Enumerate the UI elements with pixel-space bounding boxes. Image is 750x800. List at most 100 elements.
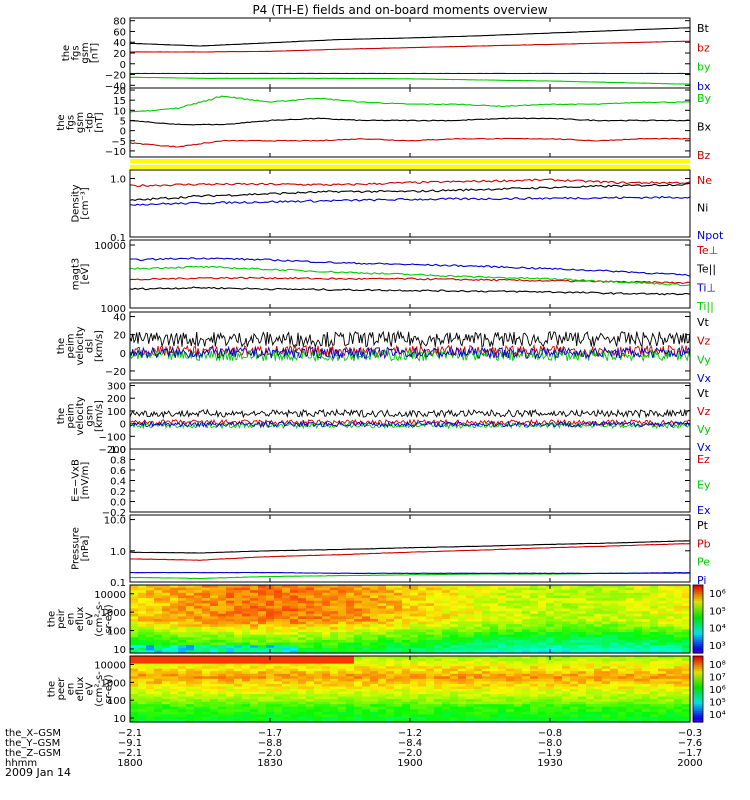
y-tick-label: 0.1 — [110, 233, 126, 244]
x-row-label: hhmm — [5, 758, 37, 769]
colorbar-tick-label: 10⁸ — [709, 660, 726, 671]
colorbar-tick-label: 10⁵ — [709, 698, 726, 709]
y-tick-label: 10 — [113, 714, 126, 725]
y-axis-label-line: [cm⁻³] — [80, 187, 91, 219]
y-axis-label-line: the — [47, 681, 58, 697]
x-axis-annotation: the_X–GSM −2.1 −1.7 −1.2 −0.8 −0.3 the_Y–GSM −9… — [5, 728, 703, 769]
legend-entry: Ti⊥ — [696, 281, 716, 294]
y-tick-label: 10000 — [94, 661, 126, 672]
x-row-value: 2000 — [677, 758, 702, 769]
series-group — [130, 540, 690, 580]
legend-entry: Pe — [697, 556, 710, 569]
y-tick-label: 200 — [107, 394, 126, 405]
x-row-value: −7.6 — [678, 738, 702, 749]
legend-entry: Bt — [697, 22, 710, 35]
y-tick-label: 40 — [113, 313, 126, 324]
y-tick-label: 10000 — [94, 590, 126, 601]
y-tick-label: 10 — [113, 106, 126, 117]
x-row-label: the_Z–GSM — [5, 748, 61, 759]
series-line-vx — [130, 345, 690, 360]
series-group — [130, 27, 690, 85]
status-bar-yellow-1 — [130, 159, 690, 163]
y-tick-label: 1000 — [101, 608, 126, 619]
y-axis-label-line: velocity — [75, 326, 86, 365]
y-axis-label-line: the — [47, 611, 58, 627]
x-row-label: the_Y–GSM — [5, 738, 60, 749]
status-bars — [130, 159, 690, 169]
y-axis-label-line: (cm²-s- — [94, 671, 105, 707]
legend-entry: Ne — [697, 174, 712, 187]
y-tick-label: −200 — [99, 445, 126, 456]
status-bar-yellow-2 — [130, 165, 690, 169]
series-line-te — [130, 276, 690, 284]
y-tick-label: 0.2 — [110, 487, 126, 498]
y-tick-label: −10 — [105, 147, 126, 158]
y-axis-label-line: [mV/m] — [80, 462, 91, 500]
y-tick-label: 0.4 — [110, 477, 126, 488]
y-axis-label-line: (cm²-s- — [94, 601, 105, 637]
legend-entry: Npot — [697, 229, 724, 242]
y-tick-label: 0 — [120, 60, 126, 71]
legend-entry: Pb — [697, 537, 711, 550]
y-axis-label-line: E=−VxB — [70, 459, 81, 502]
series-line-vx — [130, 420, 690, 429]
y-axis-label-line: eflux — [75, 677, 86, 702]
panel-frame — [129, 514, 691, 583]
colorbar-tick-label: 10³ — [709, 641, 726, 652]
y-axis-label-line: eV — [85, 682, 96, 695]
colorbar-tick-label: 10⁵ — [709, 606, 726, 617]
y-axis-label-line: sr-eV) — [104, 604, 115, 633]
y-tick-label: 5 — [120, 116, 126, 127]
colorbar-tick-label: 10⁴ — [709, 624, 726, 635]
y-axis-label-line: [nPa] — [80, 535, 91, 561]
x-row-value: −8.8 — [258, 738, 282, 749]
panel-frame — [129, 311, 691, 381]
series-group — [130, 257, 690, 296]
x-row-value: −2.0 — [258, 748, 282, 759]
series-line-vz — [130, 343, 690, 358]
y-tick-label: 0.8 — [110, 456, 126, 467]
y-axis-label-line: magt3 — [70, 258, 81, 291]
legend-entry: Ti|| — [696, 300, 714, 313]
y-axis-label: E=−VxB[mV/m] — [70, 459, 91, 502]
y-tick-label: −0.2 — [102, 508, 126, 519]
y-tick-label: 1000 — [101, 304, 126, 315]
y-tick-label: 20 — [113, 331, 126, 342]
panel-frame — [129, 239, 691, 309]
y-tick-label: −5 — [111, 137, 126, 148]
series-line-pi — [130, 571, 690, 574]
x-row-value: 1830 — [257, 758, 282, 769]
legend-entry: Vt — [697, 387, 710, 400]
legend-entry: Vz — [697, 405, 711, 418]
y-axis-label-line: peim — [66, 403, 77, 428]
colorbar-tick-label: 10⁶ — [709, 685, 726, 696]
y-axis-label-line: the — [56, 114, 67, 130]
y-tick-label: 300 — [107, 382, 126, 393]
x-row-value: −2.1 — [118, 748, 142, 759]
y-axis-label-line: [eV] — [80, 264, 91, 285]
y-tick-label: 0.6 — [110, 466, 126, 477]
y-tick-label: 100 — [107, 407, 126, 418]
legend-entry: Ex — [697, 504, 711, 517]
y-axis-label-line: gsm — [80, 42, 91, 63]
y-axis-label-line: [km/s] — [94, 400, 105, 432]
y-axis-label-line: peer — [56, 677, 67, 701]
y-axis-label-line: the — [56, 338, 67, 354]
series-line-ne — [130, 178, 690, 188]
x-row-value: −0.3 — [678, 728, 702, 739]
series-group — [130, 178, 690, 206]
series-line-bx — [130, 117, 690, 126]
y-tick-label: 10 — [113, 645, 126, 656]
legend-entry: by — [697, 61, 711, 74]
legend-entry: bz — [697, 41, 710, 54]
legend-entry: Te|| — [696, 263, 716, 276]
legend-entry: By — [697, 92, 712, 105]
y-tick-label: 0 — [120, 349, 126, 360]
y-axis-label-line: fgs — [70, 45, 81, 60]
spectrogram-9 — [130, 585, 691, 654]
